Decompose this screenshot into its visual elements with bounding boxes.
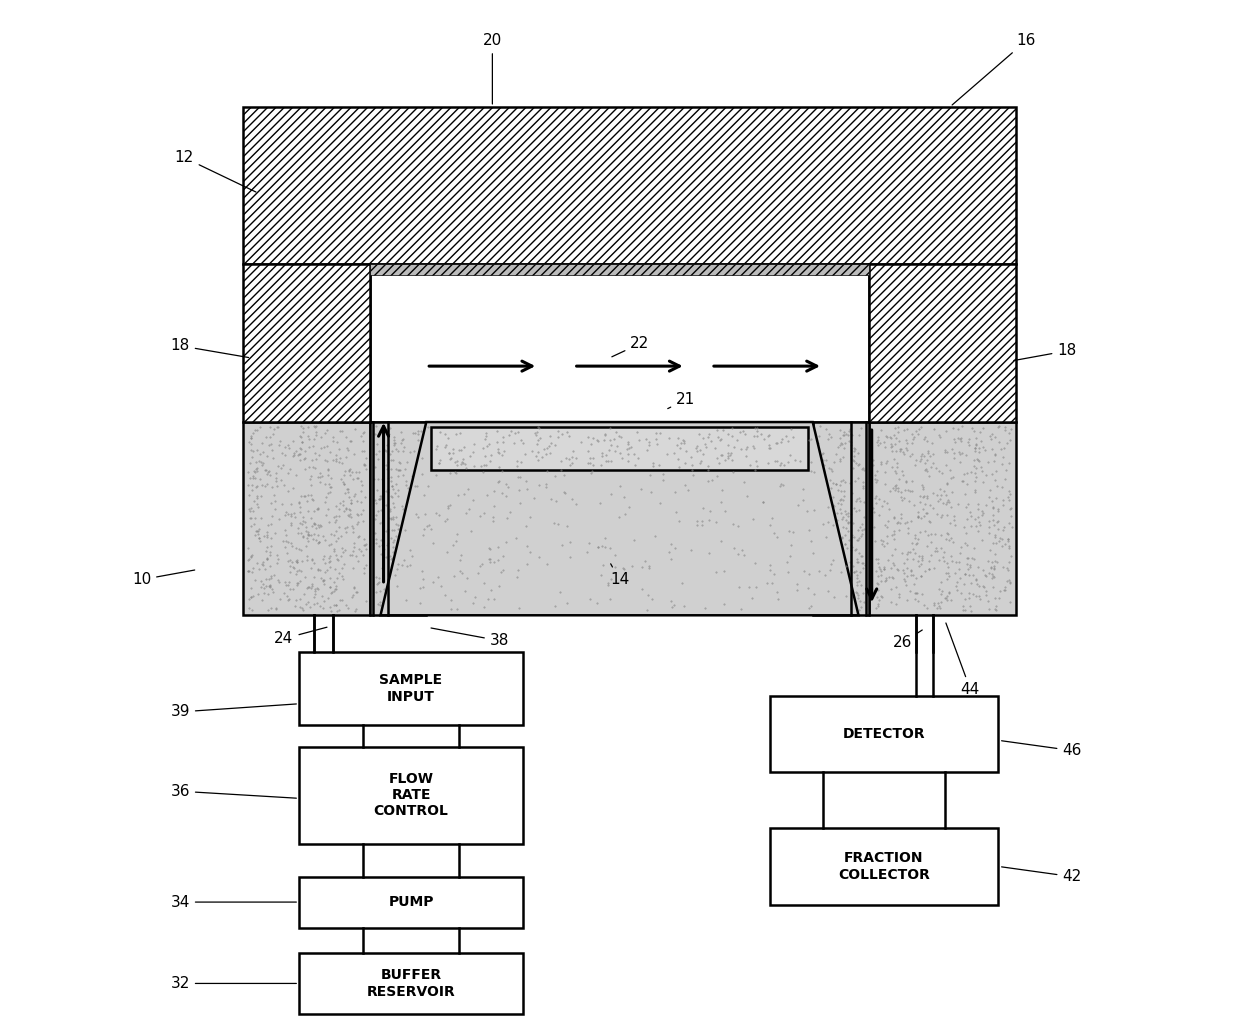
Bar (299, 877, 523, 928)
Text: 46: 46 (1001, 740, 1082, 758)
Bar (299, 652, 523, 725)
Bar (370, 264, 869, 422)
Text: 38: 38 (431, 627, 509, 648)
Bar (431, 427, 808, 470)
Text: 44: 44 (945, 623, 980, 697)
Bar (813, 422, 869, 615)
Bar (299, 953, 523, 1014)
Text: FRACTION
COLLECTOR: FRACTION COLLECTOR (838, 851, 929, 882)
Bar (769, 696, 999, 773)
Polygon shape (380, 422, 859, 615)
Text: 16: 16 (952, 34, 1036, 105)
Text: 32: 32 (171, 976, 296, 991)
Text: 26: 26 (892, 630, 922, 650)
Text: 18: 18 (1014, 344, 1077, 361)
Bar (243, 107, 1016, 264)
Bar (299, 746, 523, 844)
Text: 42: 42 (1001, 866, 1082, 884)
Text: 14: 14 (610, 563, 629, 587)
Bar (769, 828, 999, 905)
Text: 24: 24 (274, 627, 327, 646)
Text: PUMP: PUMP (388, 895, 434, 909)
Text: 12: 12 (175, 151, 256, 192)
Text: FLOW
RATE
CONTROL: FLOW RATE CONTROL (374, 772, 449, 819)
Bar (243, 422, 370, 615)
Text: SAMPLE
INPUT: SAMPLE INPUT (379, 673, 442, 704)
Bar (869, 264, 1016, 422)
Text: 22: 22 (612, 337, 649, 357)
Bar (243, 264, 370, 422)
Text: 36: 36 (171, 784, 296, 798)
Text: 20: 20 (483, 34, 502, 104)
Text: 21: 21 (668, 393, 695, 409)
Text: 39: 39 (171, 704, 296, 719)
Bar (370, 422, 426, 615)
Text: 10: 10 (131, 570, 195, 587)
Text: BUFFER
RESERVOIR: BUFFER RESERVOIR (367, 968, 456, 999)
Bar (869, 422, 1016, 615)
Text: 34: 34 (171, 895, 296, 909)
Bar (370, 264, 869, 275)
Text: 18: 18 (171, 339, 249, 358)
Text: DETECTOR: DETECTOR (843, 727, 926, 741)
